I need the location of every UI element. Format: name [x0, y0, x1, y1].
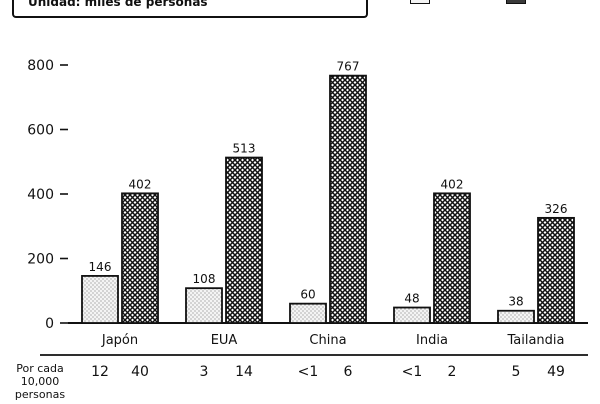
bar-dots	[81, 275, 119, 324]
y-tick-label: 800	[27, 58, 54, 74]
y-tick-label: 200	[27, 252, 54, 268]
unit-label-box: Unidad: miles de personas	[12, 0, 368, 18]
per-10000-value: <1	[298, 364, 319, 380]
per-10000-value: 49	[547, 364, 565, 380]
bar-value-label: 48	[404, 292, 419, 306]
per-10000-value: 40	[131, 364, 149, 380]
legend-swatch-dots	[410, 0, 430, 4]
per-10000-value: 14	[235, 364, 253, 380]
per-10000-label: Por cada	[16, 362, 64, 375]
y-tick-label: 400	[27, 187, 54, 203]
per-10000-value: 2	[448, 364, 457, 380]
per-10000-value: <1	[402, 364, 423, 380]
bar-value-label: 146	[89, 260, 112, 274]
bar-value-label: 513	[233, 142, 256, 156]
bar-crosshatch	[225, 156, 263, 324]
bar-crosshatch	[433, 192, 471, 324]
bar-value-label: 767	[337, 60, 360, 74]
y-tick-label: 600	[27, 123, 54, 139]
bar-crosshatch	[121, 192, 159, 324]
per-10000-value: 12	[91, 364, 109, 380]
x-tick-label: China	[309, 333, 346, 348]
bar-dots	[393, 306, 431, 324]
per-10000-value: 5	[512, 364, 521, 380]
bar-value-label: 60	[300, 288, 315, 302]
per-10000-label: 10,000	[21, 375, 60, 388]
bar-dots	[185, 287, 223, 324]
per-10000-value: 6	[344, 364, 353, 380]
bar-value-label: 326	[545, 202, 568, 216]
legend-swatch-crosshatch	[506, 0, 526, 4]
bar-value-label: 108	[193, 272, 216, 286]
per-10000-label: personas	[15, 388, 65, 400]
bar-value-label: 38	[508, 295, 523, 309]
y-tick-label: 0	[45, 316, 54, 332]
bar-dots	[497, 309, 535, 324]
x-tick-label: Tailandia	[506, 333, 564, 348]
bar-value-label: 402	[441, 177, 464, 191]
x-tick-label: EUA	[211, 333, 238, 348]
bar-crosshatch	[537, 216, 575, 324]
unit-label: Unidad: miles de personas	[28, 0, 208, 9]
per-10000-value: 3	[200, 364, 209, 380]
x-tick-label: Japón	[101, 333, 138, 348]
bar-crosshatch	[329, 74, 367, 324]
bar-value-label: 402	[129, 177, 152, 191]
bar-dots	[289, 302, 327, 324]
x-tick-label: India	[416, 333, 448, 348]
